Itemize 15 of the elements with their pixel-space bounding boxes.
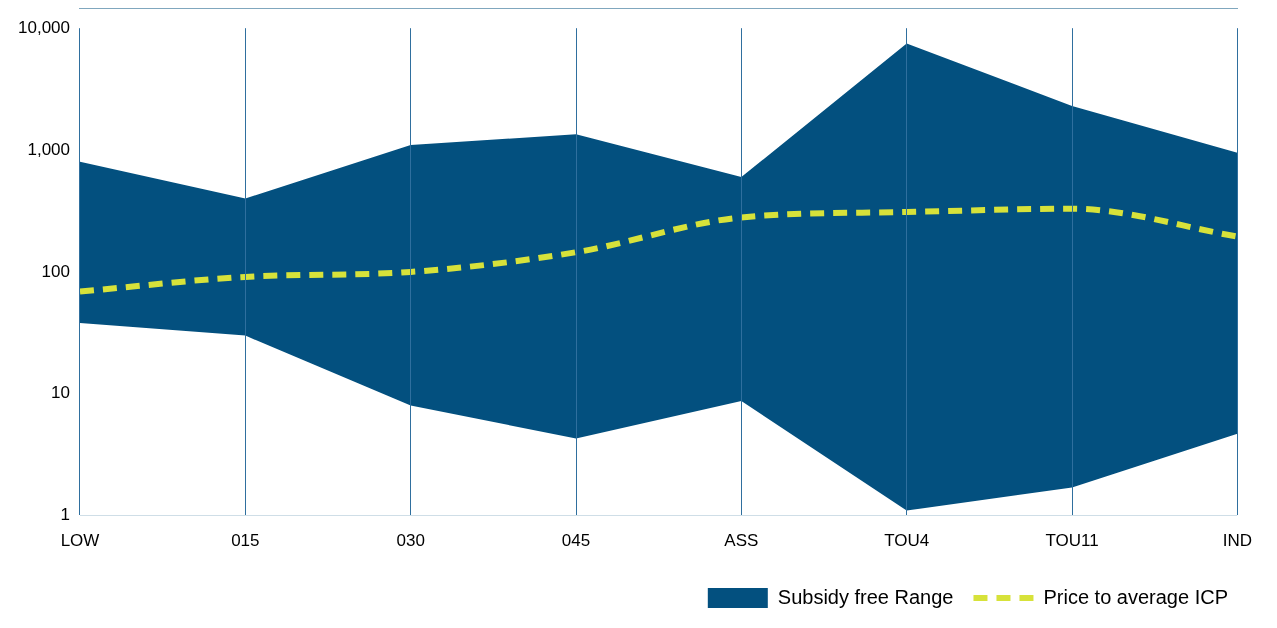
x-tick-label: TOU4 [884, 531, 930, 551]
legend-label: Price to average ICP [1043, 585, 1228, 608]
y-tick-label: 10 [51, 383, 70, 403]
y-tick-label: 1,000 [27, 139, 70, 159]
x-tick-label: 045 [561, 531, 591, 551]
y-tick-label: 1 [60, 505, 70, 525]
x-tick-label: 015 [231, 531, 260, 551]
y-tick-label: 10,000 [18, 17, 70, 37]
x-tick-label: LOW [60, 531, 100, 551]
x-tick-label: ASS [724, 531, 759, 551]
x-tick-label: TOU11 [1045, 531, 1099, 551]
x-tick-label: IND [1222, 531, 1252, 551]
y-tick-label: 100 [41, 261, 70, 281]
x-tick-label: 030 [396, 531, 425, 551]
legend-label: Subsidy free Range [777, 585, 954, 608]
